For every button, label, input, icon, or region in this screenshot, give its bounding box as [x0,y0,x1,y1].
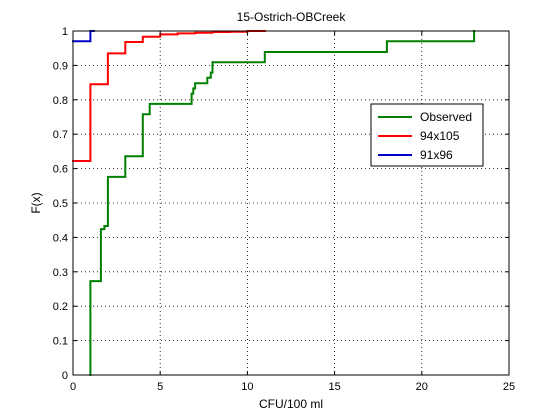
y-tick-label: 0.9 [53,60,68,72]
y-tick-label: 1 [62,26,68,38]
plot-background [73,31,509,375]
series-line-94x105 [72,30,266,162]
x-tick-label: 5 [157,381,163,393]
x-tick-label: 20 [416,381,428,393]
y-tick-label: 0.8 [53,95,68,107]
y-tick-label: 0.1 [53,336,68,348]
y-axis-label: F(x) [29,192,43,213]
legend-label: Observed [420,110,472,124]
y-tick-label: 0.2 [53,301,68,313]
x-axis-label: CFU/100 ml [259,397,323,411]
legend-label: 91x96 [420,148,453,162]
x-tick-label: 10 [241,381,253,393]
legend: Observed 94x105 91x96 [370,103,484,167]
y-tick-label: 0.3 [53,267,68,279]
x-tick-label: 15 [328,381,340,393]
y-tick-label: 0.5 [53,198,68,210]
y-tick-label: 0.6 [53,164,68,176]
legend-entries: Observed 94x105 91x96 [378,110,472,162]
y-tick-label: 0 [62,370,68,382]
series-line-observed [89,30,476,376]
y-tick-label: 0.4 [53,232,68,244]
x-tick-label: 25 [503,381,515,393]
y-tick-label: 0.7 [53,129,68,141]
axis-ticks: 0 5 10 15 20 25 0 0.1 0.2 0.3 0.4 0.5 0.6 0.7 0.8 0.9 1 [53,26,515,393]
grid-lines [73,31,509,375]
x-tick-label: 0 [70,381,76,393]
chart-title: 15-Ostrich-OBCreek [237,10,347,24]
legend-label: 94x105 [420,129,460,143]
